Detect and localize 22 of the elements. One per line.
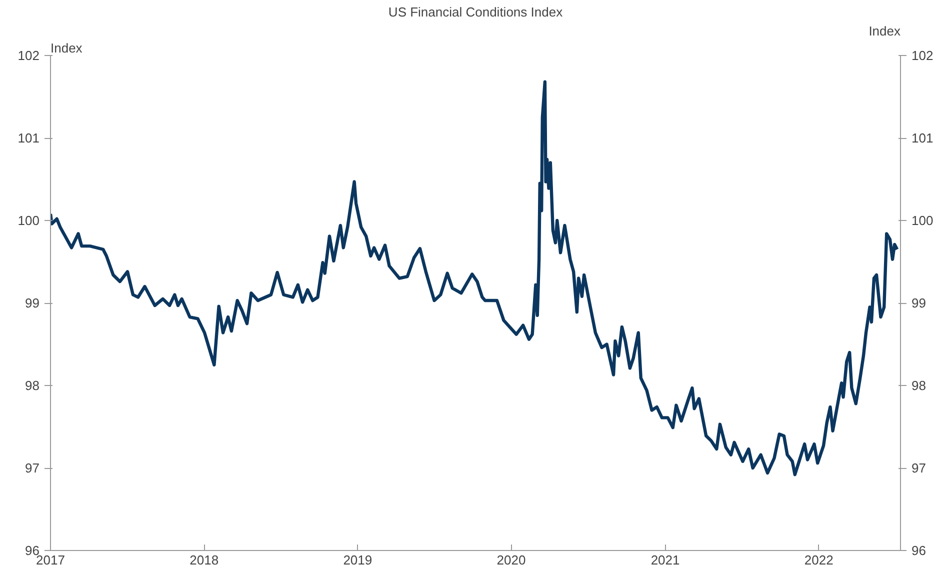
y-axis-title: Index [50,40,83,56]
y2-tick-label: 100 [912,213,934,228]
y-tick-label: 98 [25,378,40,393]
y2-tick-label: 99 [912,296,926,310]
chart-title: US Financial Conditions Index [388,4,564,20]
y-tick-label: 102 [18,48,40,63]
y-tick-label: 100 [18,213,40,228]
y-tick-label: 97 [25,460,40,476]
y2-tick-label: 96 [912,543,926,558]
y2-tick-label: 97 [912,460,926,476]
y2-axis-title: Index [868,24,901,38]
x-tick-label: 2018 [190,552,219,568]
x-tick-label: 2019 [343,552,372,568]
line-series [50,80,899,476]
x-tick-label: 2021 [650,552,680,568]
y2-tick-label: 102 [912,48,934,63]
x-tick-label: 2022 [804,552,834,568]
y2-tick-label: 101 [912,130,934,146]
y-tick-label: 99 [25,296,40,310]
y-tick-label: 101 [18,130,40,146]
y2-tick-label: 98 [912,378,926,393]
x-tick-label: 2020 [496,552,526,568]
